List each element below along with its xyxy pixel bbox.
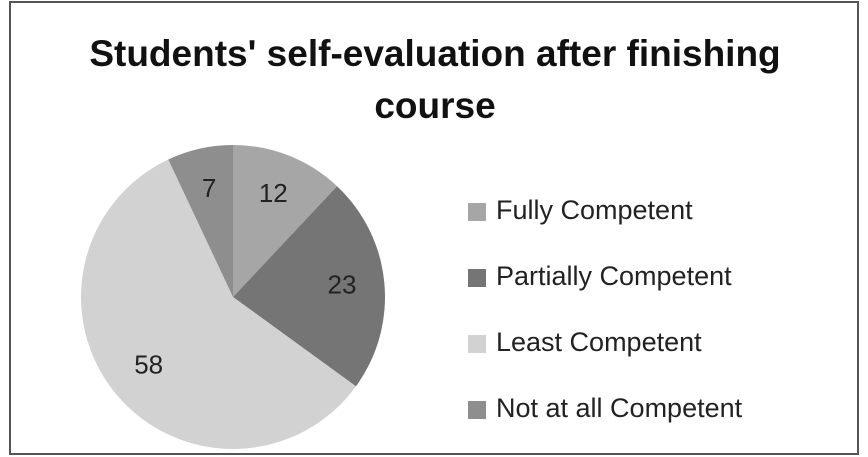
legend-label: Partially Competent	[496, 261, 732, 291]
legend-label: Not at all Competent	[496, 393, 743, 423]
slice-label: 58	[134, 350, 163, 380]
legend-label: Fully Competent	[496, 195, 693, 225]
legend-swatch	[468, 335, 486, 353]
slice-label: 23	[327, 270, 356, 300]
slice-label: 12	[259, 178, 288, 208]
pie-slice	[80, 159, 356, 449]
legend-label: Least Competent	[496, 327, 702, 357]
legend-swatch	[468, 269, 486, 287]
pie-slice	[233, 186, 386, 387]
chart-title: Students' self-evaluation after finishin…	[89, 33, 781, 126]
slice-label: 7	[202, 173, 216, 203]
chart-frame	[9, 1, 859, 455]
legend-swatch	[468, 203, 486, 221]
legend-swatch	[468, 401, 486, 419]
pie-slice	[168, 145, 233, 297]
pie-slice	[233, 145, 338, 297]
